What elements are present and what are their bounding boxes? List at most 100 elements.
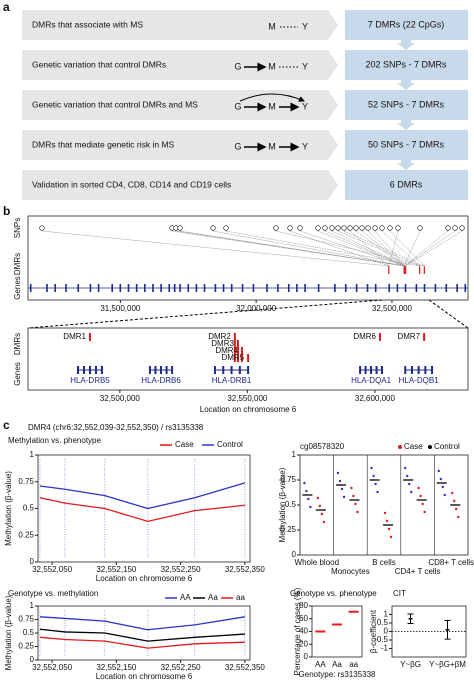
snp	[177, 225, 183, 231]
dmr	[236, 340, 239, 362]
sample-dot	[309, 505, 312, 509]
snp-link	[179, 230, 405, 267]
sample-dot	[405, 474, 409, 478]
gene-tick	[179, 284, 181, 292]
sample-dot	[356, 510, 359, 514]
dmr-label: DMR6	[353, 332, 376, 341]
gene-tick	[415, 284, 418, 292]
x-tick-label: AA	[315, 660, 326, 669]
gene-tick	[46, 284, 48, 292]
result-text: 50 SNPs - 7 DMRs	[368, 139, 445, 149]
result-text: 6 DMRs	[390, 179, 423, 189]
gene-tick	[296, 284, 298, 292]
y-tick-label: 1	[292, 450, 297, 459]
gene-tick	[396, 284, 399, 292]
dmr-label: DMR5	[221, 353, 244, 362]
gene-tick	[65, 284, 67, 292]
snp	[297, 225, 303, 231]
gene-label: HLA-DQA1	[351, 376, 392, 385]
exon	[417, 366, 420, 374]
snp-link	[324, 230, 406, 267]
node: M	[268, 21, 276, 31]
gene-tick	[203, 284, 206, 292]
exon	[247, 366, 250, 374]
gene-tick	[77, 284, 80, 292]
gene-tick	[344, 284, 347, 292]
x-tick-label: 32,552,350	[225, 565, 266, 574]
snp	[273, 225, 279, 231]
sample-dot	[336, 471, 340, 475]
panel-title: DMR4 (chr6:32,552,039-32,552,350) / rs31…	[28, 423, 204, 432]
snp	[315, 225, 321, 231]
y-tick-label: 0.25	[18, 642, 34, 651]
snp-link	[299, 230, 405, 267]
dmr-tick	[388, 266, 390, 274]
sample-dot	[451, 491, 454, 495]
gene-tick	[423, 284, 426, 292]
step-text: DMRs that mediate genetic risk in MS	[32, 139, 175, 149]
gene-tick	[222, 284, 225, 292]
snp	[335, 225, 341, 231]
gene-tick	[241, 284, 244, 292]
y-tick-label: 0.5	[23, 628, 35, 637]
dmr-tick	[404, 266, 406, 274]
exon	[424, 366, 427, 374]
y-tick-label: 40	[299, 627, 308, 636]
sample-dot	[387, 527, 391, 531]
node: Y	[302, 61, 308, 71]
x-axis-title: Location on chromosome 6	[96, 672, 193, 680]
gene-tick	[152, 284, 154, 292]
x-tick-label: Whole blood	[295, 558, 339, 567]
x-tick-label: 32,500,000	[372, 304, 413, 313]
result-text: 7 DMRs (22 CpGs)	[368, 19, 445, 29]
dmr-tick	[423, 266, 425, 274]
sample-dot	[352, 494, 355, 498]
x-tick-label: 32,552,250	[161, 663, 202, 672]
exon	[100, 366, 103, 374]
x-tick-label: 32,550,000	[227, 394, 268, 403]
node: Y	[302, 21, 308, 31]
sample-dot	[350, 486, 353, 490]
snp	[365, 225, 371, 231]
sample-dot	[303, 481, 306, 485]
snp-link	[343, 230, 425, 267]
panel-label: a	[3, 0, 10, 14]
dmr	[241, 347, 244, 362]
x-tick-label: 32,552,050	[32, 663, 73, 672]
snp-link	[331, 230, 406, 267]
sample-dot	[318, 504, 322, 508]
exon	[359, 366, 362, 374]
y-tick-label: 0	[292, 550, 297, 559]
y-tick-label: 1	[30, 601, 35, 610]
result-box	[345, 50, 468, 80]
result-box	[345, 90, 468, 120]
gene-label: HLA-DQB1	[399, 376, 440, 385]
y-tick-label: 0.25	[280, 525, 296, 534]
exon	[381, 366, 384, 374]
gene-tick	[168, 284, 171, 292]
overview-box	[27, 215, 469, 301]
y-tick-label: 0.75	[18, 615, 34, 624]
node: Y	[302, 101, 308, 111]
exon	[165, 366, 168, 374]
snp	[395, 225, 401, 231]
snp	[452, 225, 458, 231]
y-tick-label: 20	[299, 639, 308, 648]
legend-label: AA	[180, 593, 191, 602]
snp-link	[361, 230, 405, 267]
snp-link	[289, 230, 389, 267]
node: Y	[302, 141, 308, 151]
sample-dot	[453, 499, 456, 503]
dmr-tick	[405, 266, 407, 274]
y-tick-label: 80	[299, 601, 308, 610]
gene-tick	[135, 284, 138, 292]
sample-dot	[383, 511, 387, 515]
series-line	[39, 497, 245, 523]
step-box	[22, 170, 338, 200]
dmr-tick	[419, 266, 421, 274]
series-line	[39, 616, 245, 631]
snp	[359, 225, 365, 231]
gene-tick	[230, 284, 233, 292]
track-label: SNPs	[13, 218, 22, 238]
chart-title: cg08578320	[300, 442, 345, 451]
